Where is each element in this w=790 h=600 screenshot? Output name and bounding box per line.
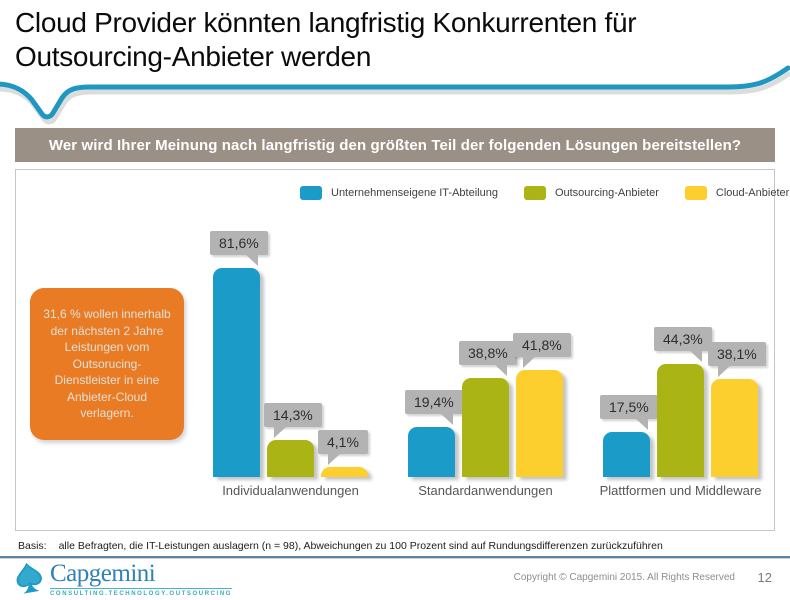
- legend-swatch-icon: [523, 186, 546, 200]
- slide-title: Cloud Provider könnten langfristig Konku…: [15, 7, 637, 72]
- basis-label: Basis:: [18, 540, 47, 552]
- chart-legend: Unternehmenseigene IT-Abteilung Outsourci…: [300, 185, 789, 201]
- legend-label: Unternehmenseigene IT-Abteilung: [331, 187, 498, 199]
- footer-divider: [0, 556, 790, 559]
- swoosh-divider: [0, 65, 790, 125]
- logo-tagline: CONSULTING.TECHNOLOGY.OUTSOURCING: [50, 588, 233, 597]
- capgemini-logo: Capgemini CONSULTING.TECHNOLOGY.OUTSOURC…: [10, 560, 233, 597]
- legend-swatch-icon: [300, 186, 322, 200]
- spade-icon: [16, 562, 42, 594]
- legend-swatch-icon: [684, 186, 707, 200]
- legend-item-3: Cloud-Anbieter: [684, 186, 790, 200]
- basis-note: Basis: alle Befragten, die IT-Leistungen …: [18, 540, 663, 552]
- highlight-callout: 31,6 % wollen innerhalb der nächsten 2 J…: [30, 288, 184, 440]
- legend-label: Cloud-Anbieter: [715, 187, 790, 199]
- footer: Capgemini CONSULTING.TECHNOLOGY.OUTSOURC…: [0, 559, 790, 600]
- question-text: Wer wird Ihrer Meinung nach langfristig …: [48, 136, 742, 154]
- legend-item-2: Outsourcing-Anbieter: [523, 186, 659, 200]
- legend-item-1: Unternehmenseigene IT-Abteilung: [300, 186, 498, 200]
- highlight-callout-text: 31,6 % wollen innerhalb der nächsten 2 J…: [43, 307, 171, 421]
- copyright-text: Copyright © Capgemini 2015. All Rights R…: [513, 572, 735, 583]
- logo-wordmark: Capgemini: [50, 560, 156, 587]
- question-banner: Wer wird Ihrer Meinung nach langfristig …: [15, 128, 775, 162]
- basis-text: alle Befragten, die IT-Leistungen auslag…: [58, 540, 663, 552]
- legend-label: Outsourcing-Anbieter: [554, 187, 659, 199]
- page-number: 12: [757, 570, 772, 585]
